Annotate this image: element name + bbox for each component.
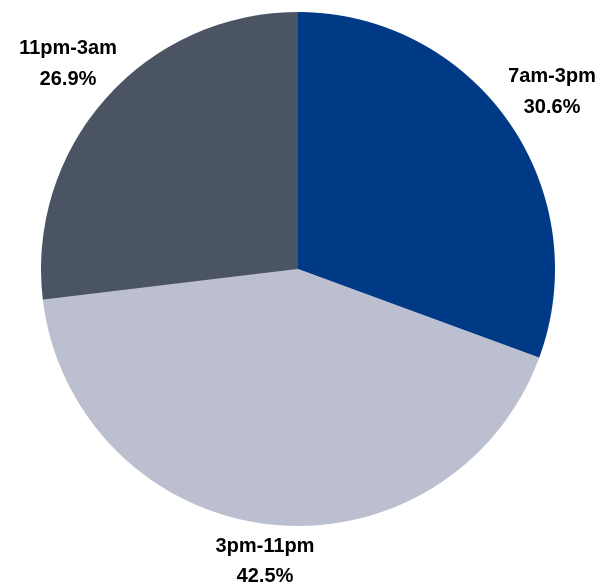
pie-slice-11pm-3am — [41, 12, 298, 300]
slice-value-label: 30.6% — [524, 96, 581, 118]
pie-slice-7am-3pm — [298, 12, 555, 358]
pie-slice-3pm-11pm — [42, 269, 540, 526]
pie-labels: 7am-3pm 30.6% 3pm-11pm 42.5% 11pm-3am 26.9% — [19, 37, 596, 587]
pie-slices — [41, 12, 555, 526]
slice-value-label: 26.9% — [40, 68, 97, 90]
slice-label: 7am-3pm — [508, 65, 596, 87]
slice-label: 3pm-11pm — [216, 535, 315, 557]
slice-label: 11pm-3am — [19, 37, 117, 59]
slice-value-label: 42.5% — [237, 565, 294, 587]
